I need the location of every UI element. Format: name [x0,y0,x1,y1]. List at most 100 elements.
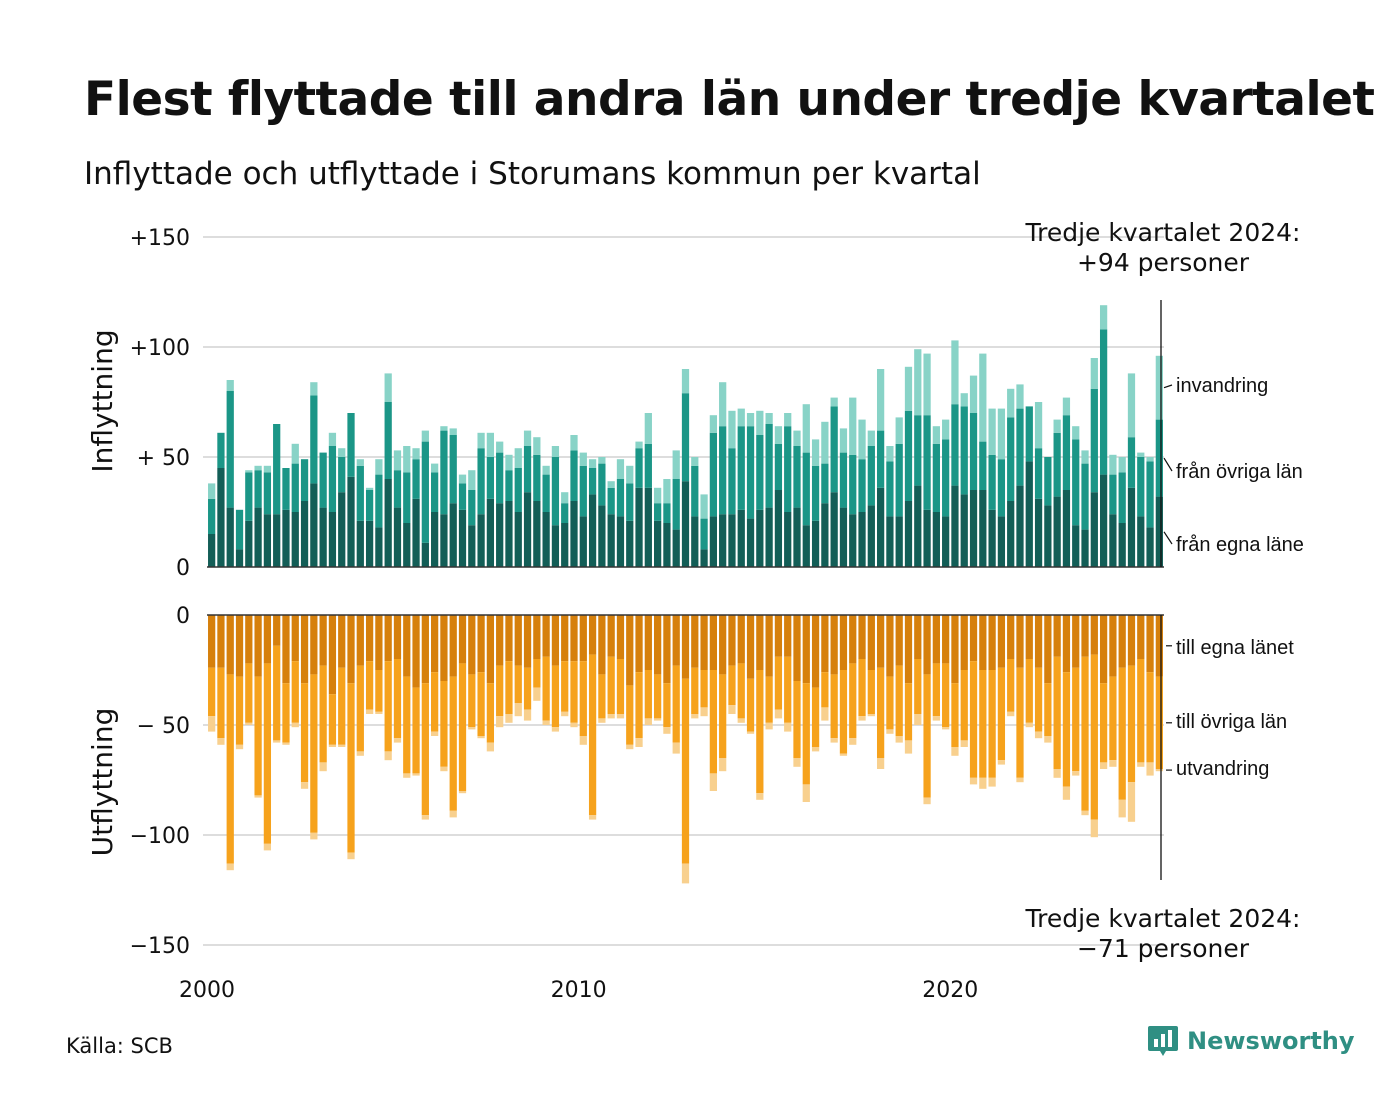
bar-segment [1044,457,1052,506]
bar-segment [431,615,439,673]
bar-segment [960,494,968,567]
bar-segment [784,722,792,732]
bar-segment [644,615,652,670]
bar-segment [1025,659,1033,723]
bar-segment [561,523,569,567]
bar-segment [1053,419,1061,433]
bar-segment [579,465,587,517]
bar-segment [802,404,810,453]
bar-segment [839,452,848,508]
bar-segment [412,615,420,688]
bar-segment [338,744,346,747]
bar-segment [1109,615,1117,677]
bar-segment [477,432,485,449]
bar-segment [969,413,978,490]
bar-segment [784,426,792,512]
bar-segment [960,406,968,495]
bar-segment [347,413,355,477]
bar-segment [904,615,913,684]
bar-segment [1146,672,1154,763]
bar-segment [300,782,309,789]
bar-segment [756,615,764,670]
bar-segment [979,777,987,789]
bar-segment [876,430,885,488]
bar-segment [1072,667,1080,772]
bar-segment [1109,454,1117,475]
bar-segment [746,731,755,734]
bar-segment [263,465,272,473]
bar-segment [839,507,848,567]
bar-segment [254,507,262,567]
bar-segment [932,443,940,512]
bar-segment [319,762,327,772]
bar-segment [979,353,987,442]
bar-segment [737,663,745,719]
bar-segment [876,369,885,431]
bar-segment [440,615,448,681]
bar-segment [598,463,606,506]
label-leader [1163,457,1173,472]
bar-segment [365,520,374,567]
bar-segment [282,468,290,510]
bar-segment [728,514,736,567]
bar-segment [774,490,783,567]
bar-segment [393,659,402,739]
bar-segment [997,516,1006,567]
bar-segment [681,369,690,394]
bar-segment [932,716,940,721]
bar-segment [858,512,866,567]
bar-segment [551,446,560,457]
bar-segment [691,457,699,466]
bar-segment [784,413,792,427]
bar-segment [291,463,299,512]
bar-segment [802,615,810,684]
bar-segment [765,615,773,677]
bar-segment [300,683,309,783]
bar-segment [393,470,402,508]
bar-segment [1118,523,1126,567]
bar-segment [821,463,829,504]
bar-segment [403,676,411,774]
bar-segment [811,520,820,567]
bar-segment [728,615,736,666]
bar-segment [765,507,773,567]
bar-segment [793,430,801,446]
series-label: invandring [1176,375,1268,397]
bar-segment [505,714,513,723]
bar-segment [561,661,569,712]
bar-segment [663,503,671,523]
bar-segment [477,615,485,673]
bar-segment [886,516,894,567]
bar-segment [1155,769,1163,772]
bar-segment [793,446,801,508]
bar-segment [310,674,318,833]
bar-segment [1034,498,1043,567]
bar-segment [263,663,272,844]
bar-segment [719,674,727,758]
bar-segment [914,714,922,725]
bar-segment [570,435,578,451]
bar-segment [654,615,662,675]
bar-segment [1090,388,1098,493]
bar-segment [626,465,634,484]
bar-segment [421,615,429,684]
bar-segment [756,509,764,567]
bar-segment [458,791,467,794]
bar-segment [672,479,680,530]
bar-segment [895,615,903,666]
bar-segment [774,709,783,719]
bar-segment [245,615,253,664]
bar-segment [208,483,216,499]
bar-segment [217,667,225,739]
bar-segment [338,448,346,457]
bar-segment [1034,731,1043,739]
bar-segment [449,503,457,567]
bar-segment [988,615,996,670]
bar-segment [449,428,457,435]
bar-segment [914,659,922,714]
bar-segment [449,435,457,504]
bar-segment [709,773,717,791]
bar-segment [616,459,625,479]
bar-segment [923,797,931,805]
bar-segment [793,681,801,758]
